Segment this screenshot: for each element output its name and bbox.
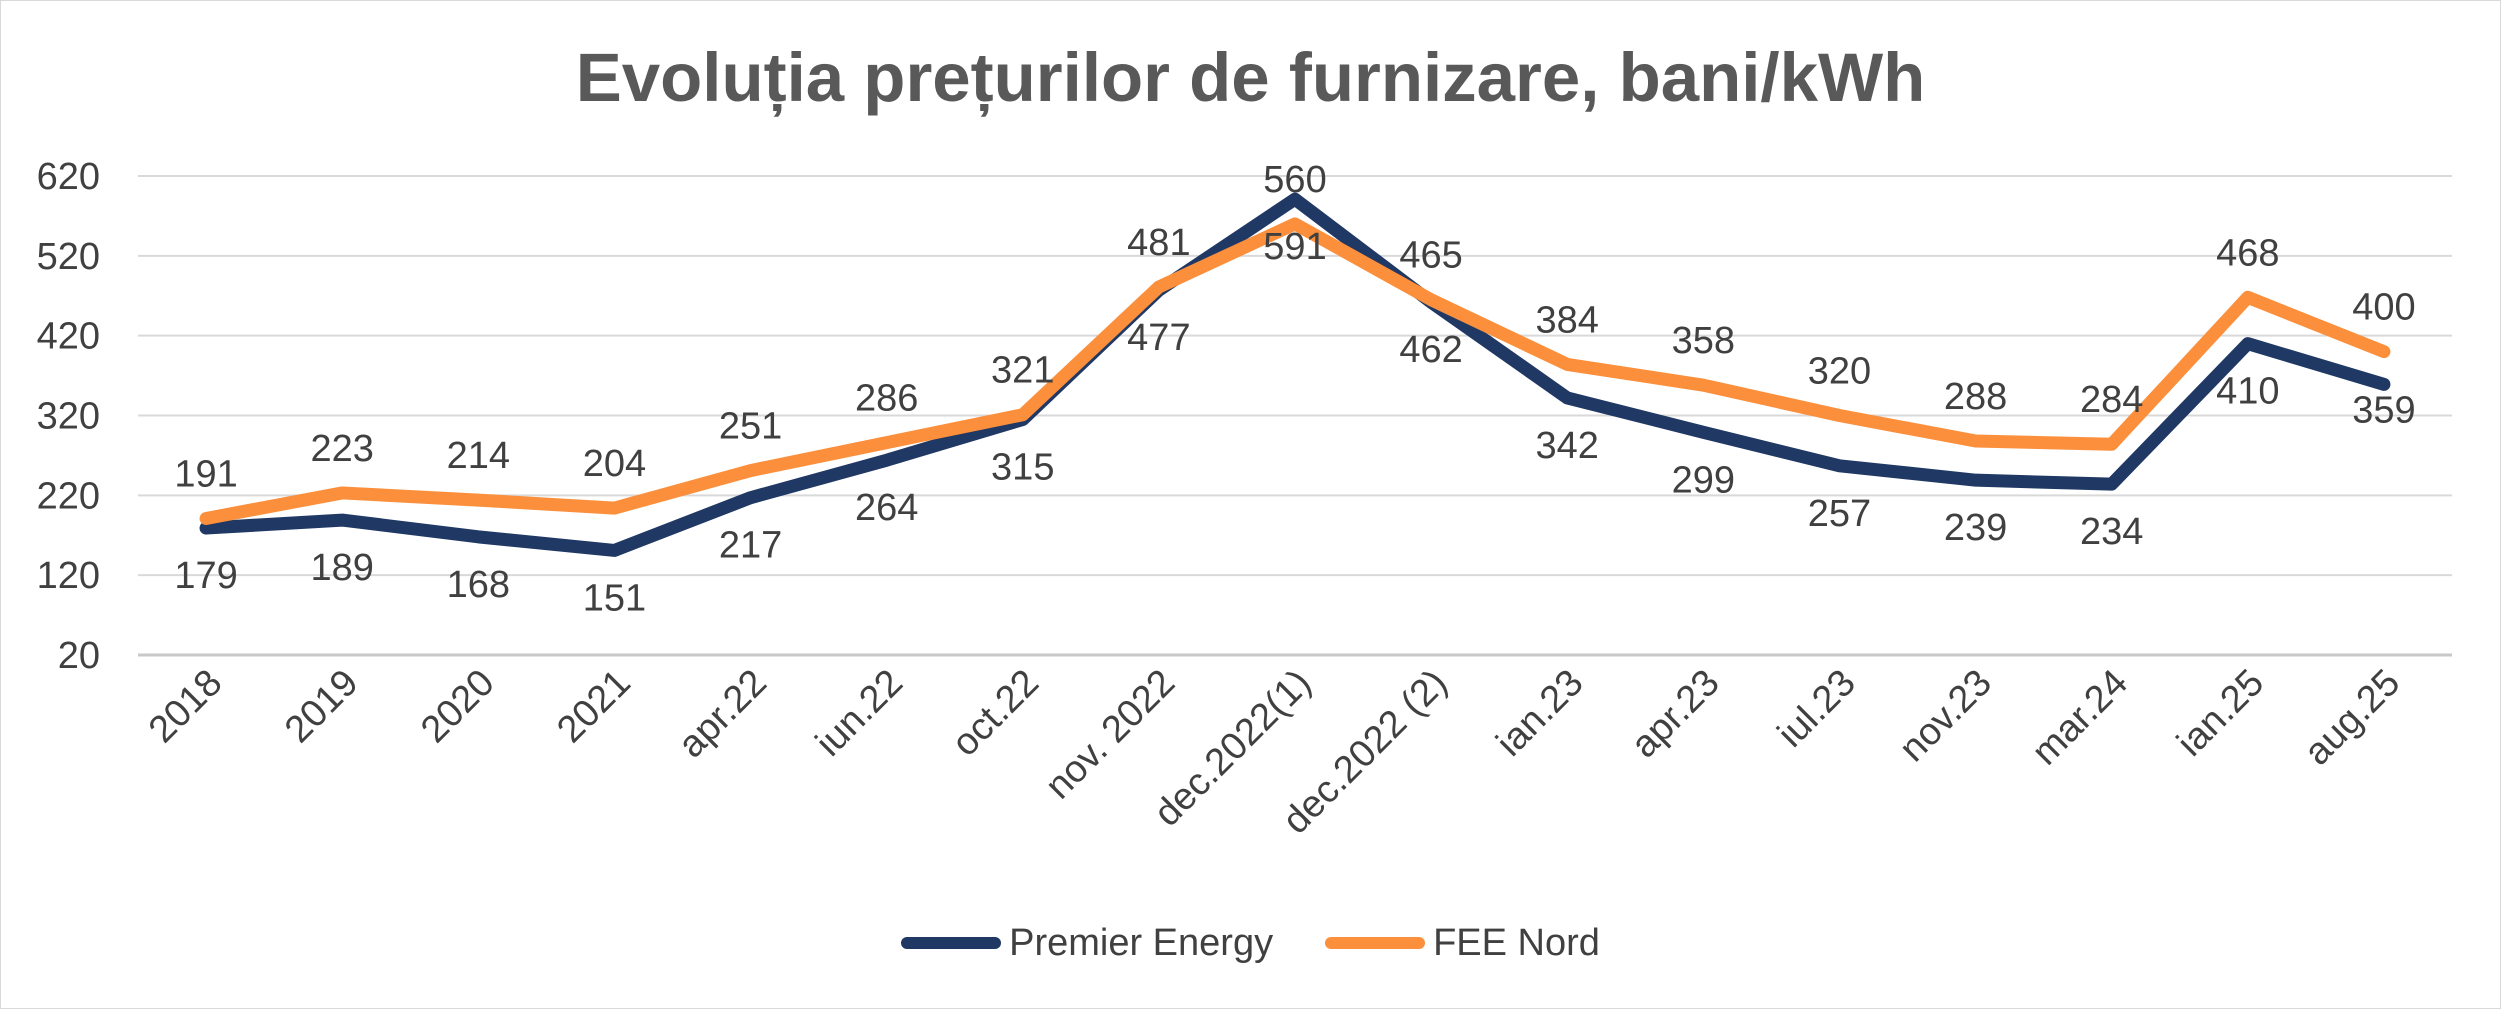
gridlines bbox=[138, 175, 2452, 657]
x-tick-label: nov. 2022 bbox=[1038, 662, 1184, 808]
chart-title: Evoluția prețurilor de furnizare, bani/k… bbox=[575, 39, 1926, 116]
y-tick-label: 620 bbox=[37, 156, 100, 198]
data-label: 320 bbox=[1808, 351, 1871, 393]
data-labels: 179 189 168 151 217 264 315 477 591 462 342 299 257 2… bbox=[174, 159, 2415, 620]
legend: Premier Energy FEE Nord bbox=[0, 918, 2501, 968]
y-tick-label: 320 bbox=[37, 396, 100, 438]
data-label: 465 bbox=[1399, 235, 1462, 277]
data-label: 400 bbox=[2352, 287, 2415, 329]
series-line-fee-nord bbox=[199, 217, 2391, 525]
legend-swatch bbox=[901, 937, 1002, 949]
data-label: 299 bbox=[1672, 459, 1735, 501]
x-tick-label: ian.23 bbox=[1489, 662, 1592, 765]
data-label: 217 bbox=[719, 525, 782, 567]
data-label: 462 bbox=[1399, 329, 1462, 371]
legend-label: FEE Nord bbox=[1433, 921, 1600, 964]
data-label: 189 bbox=[310, 547, 373, 589]
data-label: 239 bbox=[1944, 507, 2007, 549]
data-label: 264 bbox=[855, 487, 918, 529]
x-tick-label: ian.25 bbox=[2169, 662, 2272, 765]
x-tick-label: apr.23 bbox=[1623, 662, 1727, 766]
data-label: 359 bbox=[2352, 389, 2415, 431]
x-tick-label: mar.24 bbox=[2024, 662, 2136, 774]
data-label: 214 bbox=[447, 435, 510, 477]
data-label: 481 bbox=[1127, 222, 1190, 264]
series-lines bbox=[199, 192, 2391, 557]
x-tick-label: 2018 bbox=[141, 662, 230, 751]
data-label: 468 bbox=[2216, 232, 2279, 274]
y-tick-label: 20 bbox=[58, 635, 100, 677]
data-label: 560 bbox=[1263, 159, 1326, 201]
y-tick-label: 220 bbox=[37, 475, 100, 517]
data-label: 168 bbox=[447, 564, 510, 606]
data-label: 591 bbox=[1263, 226, 1326, 268]
data-label: 315 bbox=[991, 446, 1054, 488]
data-label: 204 bbox=[583, 443, 646, 485]
x-tick-label: nov.23 bbox=[1892, 662, 2000, 770]
data-label: 321 bbox=[991, 350, 1054, 392]
data-label: 384 bbox=[1536, 299, 1599, 341]
x-tick-label: aug.25 bbox=[2296, 662, 2408, 774]
legend-swatch bbox=[1325, 937, 1426, 949]
legend-label: Premier Energy bbox=[1009, 921, 1274, 964]
data-label: 251 bbox=[719, 406, 782, 448]
data-label: 151 bbox=[583, 577, 646, 619]
x-tick-label: oct.22 bbox=[944, 662, 1047, 765]
data-label: 223 bbox=[310, 428, 373, 470]
x-tick-label: 2020 bbox=[413, 662, 502, 751]
x-tick-label: 2019 bbox=[277, 662, 366, 751]
y-tick-label: 120 bbox=[37, 555, 100, 597]
data-label: 179 bbox=[174, 555, 237, 597]
y-tick-label: 420 bbox=[37, 316, 100, 358]
x-tick-label: iul.23 bbox=[1770, 662, 1864, 756]
data-label: 234 bbox=[2080, 511, 2143, 553]
data-label: 288 bbox=[1944, 376, 2007, 418]
data-label: 257 bbox=[1808, 493, 1871, 535]
y-tick-label: 520 bbox=[37, 236, 100, 278]
x-tick-label: apr.22 bbox=[670, 662, 774, 766]
data-label: 191 bbox=[174, 453, 237, 495]
x-tick-label: iun.22 bbox=[808, 662, 911, 765]
data-label: 286 bbox=[855, 378, 918, 420]
legend-item: Premier Energy bbox=[901, 922, 1273, 965]
x-tick-label: 2021 bbox=[549, 662, 638, 751]
data-label: 358 bbox=[1672, 320, 1735, 362]
data-label: 477 bbox=[1127, 317, 1190, 359]
legend-item: FEE Nord bbox=[1325, 922, 1600, 965]
data-label: 410 bbox=[2216, 371, 2279, 413]
y-axis-ticks: 20 120 220 320 420 520 620 bbox=[37, 156, 100, 677]
series-line-premier-energy bbox=[199, 192, 2391, 557]
data-label: 284 bbox=[2080, 379, 2143, 421]
data-label: 342 bbox=[1536, 425, 1599, 467]
